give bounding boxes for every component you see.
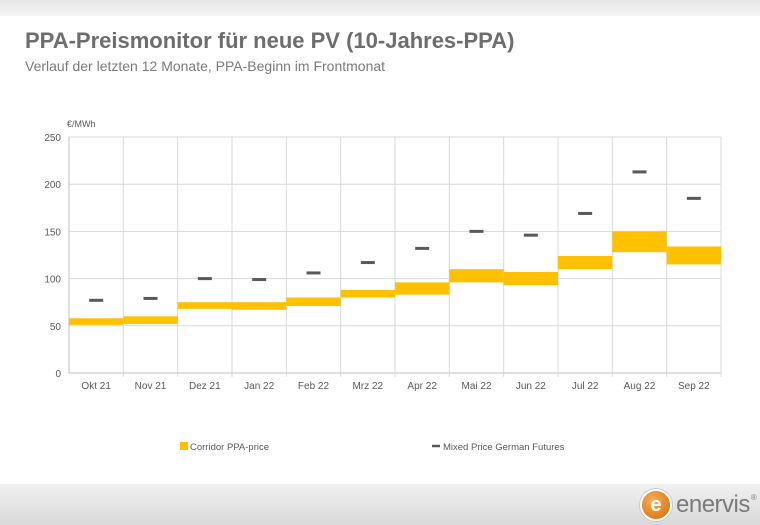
corridor-bar xyxy=(503,271,558,286)
x-tick-label: Jan 22 xyxy=(244,381,274,392)
corridor-bar xyxy=(123,316,178,324)
chart: 0 50 100 150 200 250 €/MWh Okt 21 Nov 21 Dez 21 Ja… xyxy=(44,119,722,453)
y-tick-label: 150 xyxy=(44,227,61,238)
x-tick-label: Mai 22 xyxy=(461,381,491,392)
page-subtitle: Verlauf der letzten 12 Monate, PPA-Begin… xyxy=(25,58,386,74)
top-bar xyxy=(0,0,760,16)
logo-e-icon: e xyxy=(640,489,672,521)
corridor-bar xyxy=(612,231,667,253)
x-tick-label: Feb 22 xyxy=(298,381,330,392)
corridor-bar xyxy=(286,297,341,306)
corridor-bar xyxy=(666,246,721,265)
enervis-logo: e enervis ® xyxy=(640,489,757,521)
x-tick-label: Dez 21 xyxy=(189,381,221,392)
y-tick-label: 250 xyxy=(44,133,61,144)
page-title: PPA-Preismonitor für neue PV (10-Jahres-… xyxy=(25,28,515,53)
x-tick-label: Sep 22 xyxy=(678,381,710,392)
y-tick-label: 50 xyxy=(50,322,62,333)
corridor-bar xyxy=(177,302,232,309)
footer-bar xyxy=(0,484,760,525)
legend-label-futures: Mixed Price German Futures xyxy=(443,442,565,453)
x-tick-label: Nov 21 xyxy=(135,381,167,392)
legend-swatch-corridor xyxy=(180,442,188,450)
x-tick-label: Jul 22 xyxy=(572,381,599,392)
y-tick-label: 0 xyxy=(55,369,61,380)
corridor-bar xyxy=(232,302,287,310)
x-tick-label: Okt 21 xyxy=(81,381,111,392)
corridor-bar xyxy=(395,282,450,295)
x-tick-label: Mrz 22 xyxy=(353,381,384,392)
x-tick-label: Apr 22 xyxy=(407,381,437,392)
y-tick-label: 100 xyxy=(44,275,61,286)
logo-text: enervis xyxy=(676,491,750,518)
x-tick-label: Jun 22 xyxy=(516,381,546,392)
y-tick-label: 200 xyxy=(44,180,61,191)
corridor-bar xyxy=(69,318,124,325)
logo-registered-mark: ® xyxy=(750,493,757,502)
corridor-bar xyxy=(340,289,395,298)
corridor-bar xyxy=(558,255,613,270)
legend-label-corridor: Corridor PPA-price xyxy=(190,442,269,453)
corridor-bar xyxy=(449,269,504,283)
x-tick-label: Aug 22 xyxy=(624,381,656,392)
y-axis-label: €/MWh xyxy=(67,119,96,129)
